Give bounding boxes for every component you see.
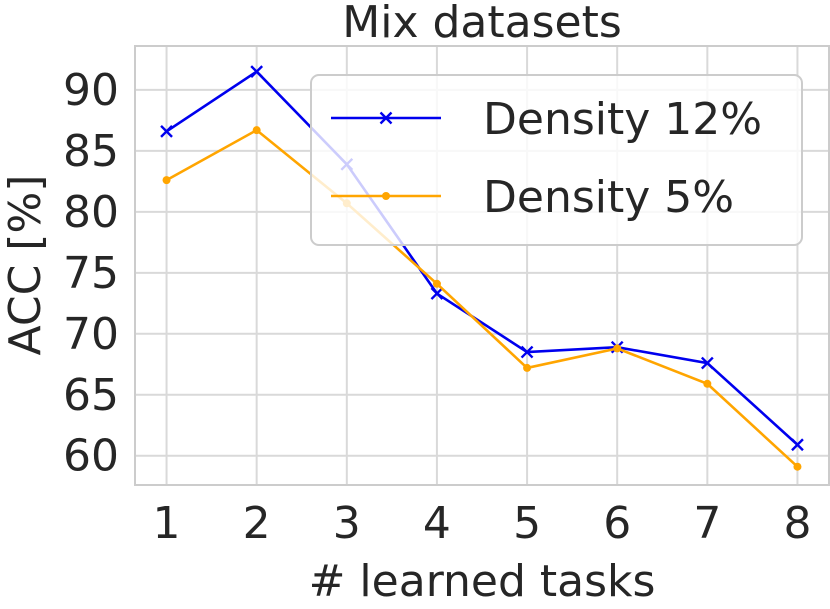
x-tick-label: 2 <box>243 498 271 549</box>
legend-marker <box>382 192 390 200</box>
x-tick-label: 1 <box>153 498 181 549</box>
x-tick-label: 7 <box>693 498 721 549</box>
legend: Density 12% Density 5% <box>310 74 803 246</box>
x-tick-label: 3 <box>333 498 361 549</box>
legend-label: Density 5% <box>483 172 734 223</box>
y-tick-label: 85 <box>63 126 119 177</box>
x-tick-label: 8 <box>783 498 811 549</box>
data-point <box>432 279 441 288</box>
data-point <box>520 345 534 359</box>
y-tick-label: 90 <box>63 65 119 116</box>
data-point <box>793 462 802 471</box>
x-tick-label: 6 <box>603 498 631 549</box>
legend-entry: Density 5% <box>331 172 734 223</box>
legend-entry: Density 12% <box>331 94 762 145</box>
x-axis-title: # learned tasks <box>309 556 656 607</box>
data-point <box>791 438 804 452</box>
series-line <box>165 128 799 468</box>
x-tick-label: 5 <box>513 498 541 549</box>
x-tick-label: 4 <box>423 498 451 549</box>
data-point <box>613 344 622 353</box>
data-point <box>523 363 532 372</box>
data-point <box>160 125 173 138</box>
y-tick-label: 65 <box>63 370 119 421</box>
data-point <box>703 379 712 388</box>
tick-labels: 1 2 3 4 5 6 7 8 60 65 70 75 80 85 90 <box>63 65 811 549</box>
legend-label: Density 12% <box>483 94 762 145</box>
data-point <box>162 176 171 185</box>
chart-title: Mix datasets <box>342 0 622 48</box>
y-tick-label: 70 <box>63 309 119 360</box>
y-tick-label: 80 <box>63 187 119 238</box>
data-point <box>250 65 264 78</box>
y-axis-title: ACC [%] <box>0 175 51 356</box>
data-point <box>252 126 261 135</box>
legend-marker <box>379 111 393 125</box>
data-point <box>700 356 714 370</box>
plot-area <box>134 45 830 486</box>
y-tick-label: 75 <box>63 248 119 299</box>
series-line <box>165 69 799 446</box>
y-tick-label: 60 <box>63 431 119 482</box>
data-point <box>430 287 444 300</box>
